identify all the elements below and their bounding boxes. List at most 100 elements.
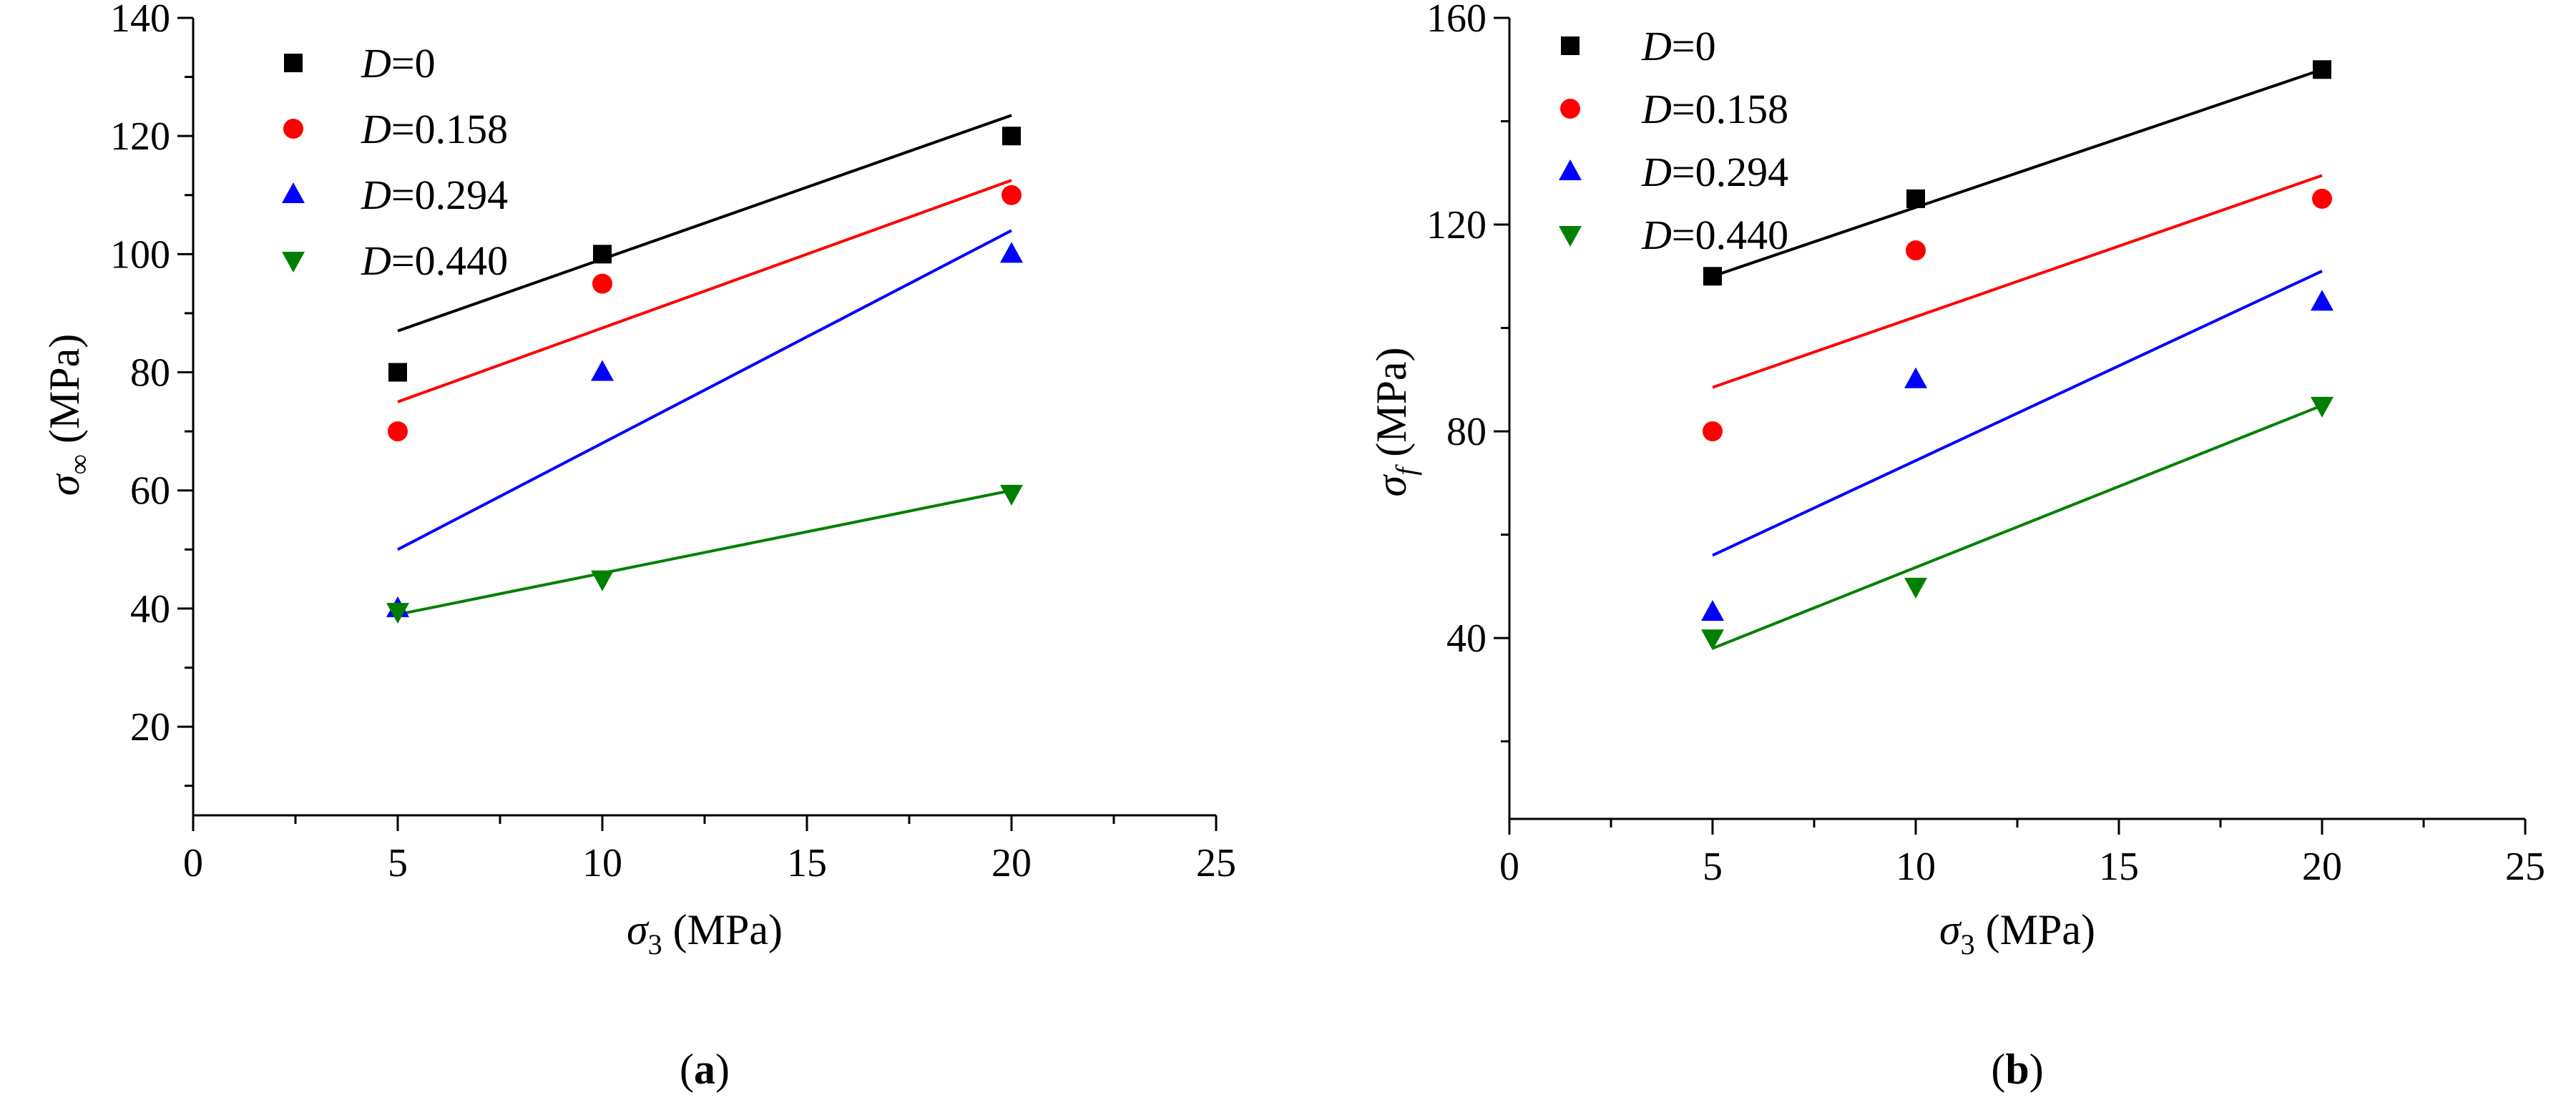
x-tick-label: 20 bbox=[991, 841, 1032, 885]
data-point bbox=[1904, 367, 1927, 388]
y-axis-label: σf (MPa) bbox=[1368, 347, 1422, 496]
legend-marker bbox=[1561, 36, 1580, 55]
data-point bbox=[1001, 185, 1022, 205]
legend-label: D=0 bbox=[361, 40, 436, 87]
legend-var: D bbox=[1641, 149, 1672, 195]
y-tick-label: 60 bbox=[130, 469, 170, 514]
legend-label: D=0.440 bbox=[1641, 212, 1788, 258]
legend-value: =0.158 bbox=[391, 106, 508, 152]
legend-marker bbox=[282, 252, 305, 272]
data-point bbox=[1906, 189, 1925, 208]
data-point bbox=[1002, 127, 1021, 146]
panel-letter: b bbox=[2005, 1046, 2029, 1093]
x-axis-symbol: σ bbox=[1939, 906, 1962, 953]
y-tick-label: 40 bbox=[130, 587, 170, 632]
legend-marker bbox=[282, 182, 305, 203]
legend-value: =0.440 bbox=[1672, 212, 1788, 258]
legend-value: =0.294 bbox=[1672, 149, 1788, 195]
legend-value: =0.440 bbox=[391, 237, 508, 284]
x-axis-unit: (MPa) bbox=[662, 906, 783, 953]
y-tick-label: 120 bbox=[1426, 203, 1487, 247]
legend-var: D bbox=[361, 40, 391, 87]
y-axis-unit: (MPa) bbox=[1368, 347, 1415, 467]
legend-var: D bbox=[361, 106, 391, 152]
legend-marker bbox=[1559, 226, 1582, 247]
data-point bbox=[593, 245, 612, 264]
data-point bbox=[1701, 629, 1724, 651]
x-axis-label: σ3 (MPa) bbox=[1939, 906, 2095, 961]
fit-line-series-2 bbox=[1712, 270, 2323, 557]
legend-var: D bbox=[361, 172, 391, 218]
fit-line-series-0 bbox=[1712, 68, 2323, 278]
chart-panel-a: 0 5 10 15 20 2520406080100120140D=0D=0.158D=0… bbox=[41, 0, 1236, 1093]
legend-label: D=0.440 bbox=[361, 237, 508, 284]
y-axis-symbol: σ bbox=[1368, 474, 1415, 497]
y-tick-label: 40 bbox=[1446, 617, 1487, 661]
x-tick-label: 25 bbox=[2505, 845, 2545, 889]
x-axis-subscript: 3 bbox=[1961, 928, 1975, 961]
legend-value: =0 bbox=[1672, 23, 1716, 69]
data-point bbox=[591, 360, 614, 381]
fit-line-series-3 bbox=[1712, 404, 2323, 650]
y-axis-subscript: ∞ bbox=[63, 454, 95, 475]
legend-var: D bbox=[1641, 212, 1672, 258]
legend-var: D bbox=[1641, 86, 1672, 132]
legend-value: =0 bbox=[391, 40, 436, 87]
legend-label: D=0.158 bbox=[1641, 86, 1788, 132]
legend-label: D=0.158 bbox=[361, 106, 508, 152]
y-tick-label: 120 bbox=[110, 114, 170, 159]
data-point bbox=[591, 570, 614, 591]
data-point bbox=[388, 421, 408, 442]
data-point bbox=[386, 603, 409, 624]
fit-line-series-1 bbox=[397, 179, 1012, 403]
x-tick-label: 15 bbox=[787, 841, 827, 885]
fit-line-series-0 bbox=[397, 114, 1012, 333]
data-point bbox=[1703, 421, 1723, 442]
x-axis-label: σ3 (MPa) bbox=[627, 906, 783, 961]
legend-label: D=0 bbox=[1641, 23, 1716, 69]
x-tick-label: 0 bbox=[1499, 845, 1519, 889]
x-tick-label: 20 bbox=[2302, 845, 2342, 889]
legend-marker bbox=[283, 119, 303, 139]
data-point bbox=[388, 363, 407, 382]
data-point bbox=[1701, 599, 1724, 621]
fit-line-series-3 bbox=[397, 488, 1012, 617]
x-axis-subscript: 3 bbox=[648, 928, 662, 961]
y-tick-label: 100 bbox=[110, 232, 170, 277]
y-tick-label: 140 bbox=[110, 0, 170, 41]
legend-label: D=0.294 bbox=[361, 172, 508, 218]
y-axis-label: σ∞ (MPa) bbox=[41, 334, 95, 496]
x-axis-unit: (MPa) bbox=[1975, 906, 2095, 953]
x-tick-label: 5 bbox=[388, 841, 408, 885]
y-tick-label: 80 bbox=[1446, 410, 1487, 454]
data-point bbox=[1000, 242, 1023, 263]
fit-line-series-2 bbox=[397, 229, 1012, 551]
fit-line-series-1 bbox=[1712, 174, 2323, 389]
x-tick-label: 10 bbox=[582, 841, 622, 885]
x-tick-label: 15 bbox=[2099, 845, 2139, 889]
data-point bbox=[1703, 267, 1722, 286]
legend-marker bbox=[1559, 159, 1582, 180]
y-axis-unit: (MPa) bbox=[41, 334, 88, 454]
data-point bbox=[1000, 484, 1023, 506]
data-point bbox=[2311, 396, 2333, 418]
data-point bbox=[2313, 60, 2331, 79]
panel-label: (a) bbox=[680, 1046, 730, 1093]
data-point bbox=[592, 273, 612, 294]
x-tick-label: 25 bbox=[1196, 841, 1236, 885]
y-axis-symbol: σ bbox=[41, 473, 88, 496]
data-point bbox=[1904, 577, 1927, 599]
x-tick-label: 0 bbox=[183, 841, 203, 885]
legend-var: D bbox=[1641, 23, 1672, 69]
x-tick-label: 10 bbox=[1896, 845, 1936, 889]
y-tick-label: 20 bbox=[130, 705, 170, 750]
data-point bbox=[2312, 188, 2332, 209]
legend-label: D=0.294 bbox=[1641, 149, 1788, 195]
legend-marker bbox=[284, 54, 303, 72]
legend-marker bbox=[1560, 99, 1580, 119]
legend-value: =0.158 bbox=[1672, 86, 1788, 132]
data-point bbox=[2311, 290, 2333, 311]
